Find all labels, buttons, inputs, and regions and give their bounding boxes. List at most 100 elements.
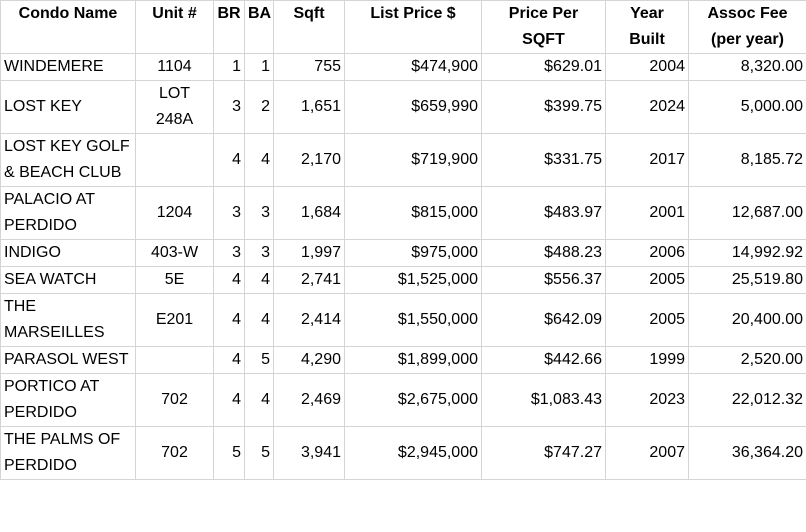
cell-text: 5	[261, 444, 270, 461]
table-cell: 2,741	[273, 266, 345, 294]
table-row: WINDEMERE 1104 1 1 755 $474,900 $629.01 2004 8,3…	[0, 53, 806, 81]
cell-text: 1204	[156, 204, 193, 221]
table-cell: $442.66	[481, 346, 606, 374]
table-cell	[135, 133, 214, 187]
cell-text: & BEACH CLUB	[4, 164, 122, 181]
table-cell: PALACIO AT PERDIDO	[0, 186, 136, 240]
table-cell: 4	[213, 346, 245, 374]
cell-text: $331.75	[544, 151, 602, 168]
table-cell: 2017	[605, 133, 689, 187]
cell-text: PARASOL WEST	[4, 351, 129, 368]
table-cell: 3	[244, 239, 274, 267]
cell-text: PERDIDO	[4, 404, 77, 421]
cell-text: 3	[261, 204, 270, 221]
table-cell: 4	[244, 293, 274, 347]
table-cell: 5	[244, 346, 274, 374]
cell-text: 4,290	[300, 351, 341, 368]
header-cell: List Price $	[344, 0, 482, 54]
cell-text: $488.23	[544, 244, 602, 261]
cell-text: 4	[232, 351, 241, 368]
header-cell: Unit #	[135, 0, 214, 54]
cell-text: 25,519.80	[731, 271, 803, 288]
cell-text: WINDEMERE	[4, 58, 104, 75]
cell-text: 3	[232, 244, 241, 261]
cell-text: $2,945,000	[397, 444, 478, 461]
table-cell: 20,400.00	[688, 293, 806, 347]
table-body: WINDEMERE 1104 1 1 755 $474,900 $629.01 2004 8,3…	[0, 53, 806, 480]
cell-text: 8,185.72	[740, 151, 803, 168]
cell-text: INDIGO	[4, 244, 61, 261]
table-cell: LOST KEY GOLF & BEACH CLUB	[0, 133, 136, 187]
table-cell: 4	[213, 266, 245, 294]
cell-text: $719,900	[411, 151, 478, 168]
cell-text: E201	[155, 311, 194, 328]
cell-text: 2005	[649, 311, 685, 328]
cell-text: $474,900	[411, 58, 478, 75]
cell-text: BA	[248, 5, 272, 22]
table-cell: $2,945,000	[344, 426, 482, 480]
cell-text: PERDIDO	[4, 457, 77, 474]
table-cell: 1,997	[273, 239, 345, 267]
header-cell: BA	[244, 0, 274, 54]
table-cell: 4	[244, 266, 274, 294]
cell-text: 3	[232, 204, 241, 221]
table-cell: THE MARSEILLES	[0, 293, 136, 347]
cell-text: (per year)	[711, 31, 784, 48]
cell-text: 1,684	[300, 204, 341, 221]
cell-text: $2,675,000	[397, 391, 478, 408]
table-header: Condo Name Unit # BR BA Sqft List Price $ Pric…	[0, 0, 806, 54]
cell-text: SQFT	[522, 31, 565, 48]
table-cell: 2005	[605, 266, 689, 294]
cell-text: 4	[261, 271, 270, 288]
table-row: THE MARSEILLES E201 4 4 2,414 $1,550,000 $642.0…	[0, 293, 806, 347]
cell-text: $1,550,000	[397, 311, 478, 328]
cell-text: 755	[314, 58, 341, 75]
table-cell: 2024	[605, 80, 689, 134]
table-cell: E201	[135, 293, 214, 347]
cell-text: $659,990	[411, 98, 478, 115]
table-cell: 3	[213, 186, 245, 240]
table-cell: $719,900	[344, 133, 482, 187]
table-cell: 2,170	[273, 133, 345, 187]
table-cell: 2,469	[273, 373, 345, 427]
table-row: PARASOL WEST 4 5 4,290 $1,899,000 $442.66 1999…	[0, 346, 806, 374]
cell-text: 1	[261, 58, 270, 75]
cell-text: 3	[232, 98, 241, 115]
table-cell: $331.75	[481, 133, 606, 187]
cell-text: PORTICO AT	[4, 378, 100, 395]
cell-text: $483.97	[544, 204, 602, 221]
cell-text: PERDIDO	[4, 217, 77, 234]
table-cell: PORTICO AT PERDIDO	[0, 373, 136, 427]
table-row: INDIGO 403-W 3 3 1,997 $975,000 $488.23 2006 14,…	[0, 239, 806, 267]
cell-text: $556.37	[544, 271, 602, 288]
table-cell: 4	[213, 133, 245, 187]
cell-text: $1,525,000	[397, 271, 478, 288]
cell-text: $815,000	[411, 204, 478, 221]
table-cell: WINDEMERE	[0, 53, 136, 81]
cell-text: Assoc Fee	[707, 5, 788, 22]
cell-text: 4	[261, 391, 270, 408]
table-cell: 3	[213, 80, 245, 134]
table-row: LOST KEY LOT 248A 3 2 1,651 $659,990 $399.75 202…	[0, 80, 806, 134]
cell-text: 3	[261, 244, 270, 261]
table-cell: 4	[244, 373, 274, 427]
table-cell: $747.27	[481, 426, 606, 480]
table-cell: LOT 248A	[135, 80, 214, 134]
table-cell: 5,000.00	[688, 80, 806, 134]
cell-text: $642.09	[544, 311, 602, 328]
cell-text: $975,000	[411, 244, 478, 261]
cell-text: 2,170	[300, 151, 341, 168]
cell-text: 12,687.00	[731, 204, 803, 221]
table-cell: SEA WATCH	[0, 266, 136, 294]
cell-text: 8,320.00	[740, 58, 803, 75]
cell-text: 1999	[649, 351, 685, 368]
table-cell: 4	[244, 133, 274, 187]
table-cell: 22,012.32	[688, 373, 806, 427]
table-row: SEA WATCH 5E 4 4 2,741 $1,525,000 $556.37 2005 2…	[0, 266, 806, 294]
table-cell: $399.75	[481, 80, 606, 134]
cell-text: Built	[629, 31, 665, 48]
table-cell: 702	[135, 373, 214, 427]
table-cell: 8,320.00	[688, 53, 806, 81]
cell-text: 2006	[649, 244, 685, 261]
table-cell: $2,675,000	[344, 373, 482, 427]
